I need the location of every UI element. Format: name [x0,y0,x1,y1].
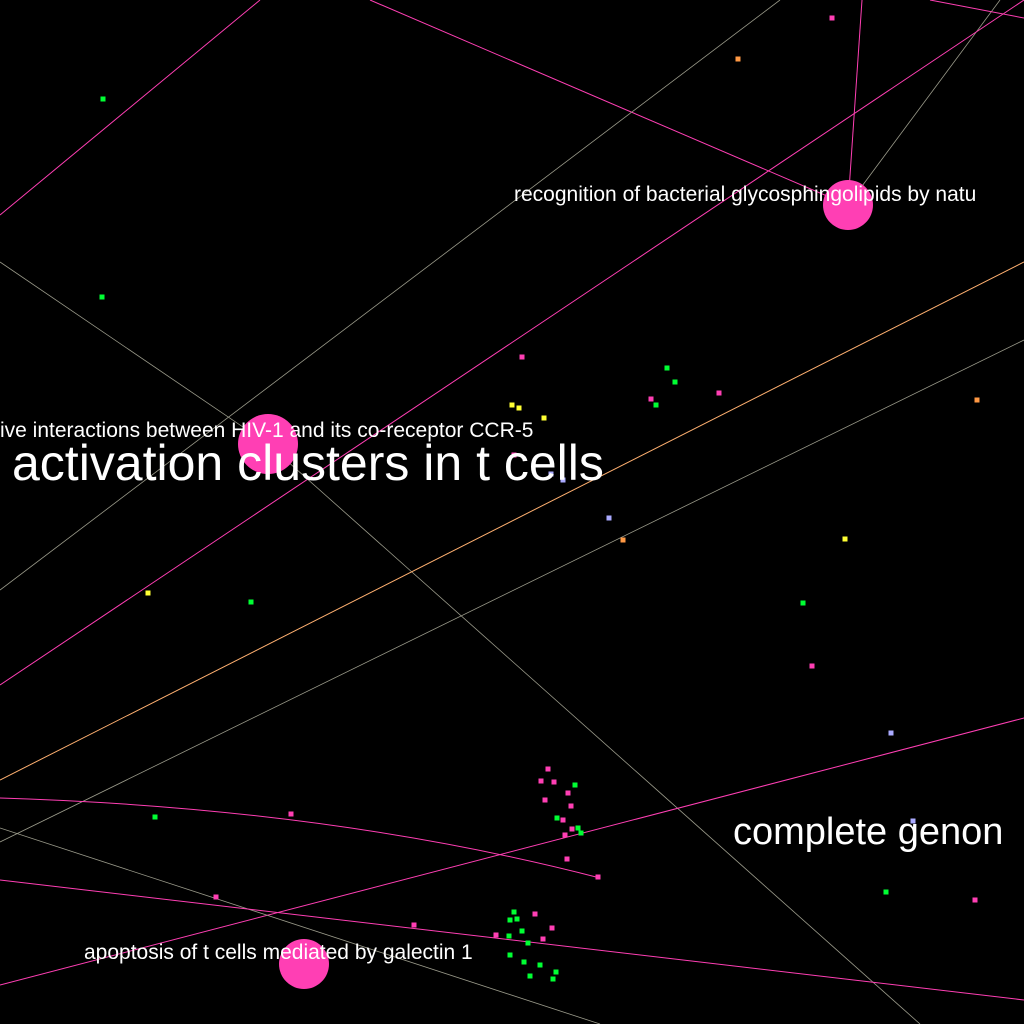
graph-node[interactable] [411,922,417,928]
graph-node[interactable] [554,815,560,821]
node-label-apoptosis[interactable]: apoptosis of t cells mediated by galecti… [84,941,473,964]
node-label-complete-genome[interactable]: complete genon [733,811,1004,853]
graph-node[interactable] [519,928,525,934]
graph-node[interactable] [507,917,513,923]
graph-node[interactable] [972,897,978,903]
graph-node[interactable] [565,790,571,796]
graph-node[interactable] [648,396,654,402]
graph-node[interactable] [809,663,815,669]
graph-edge [0,717,1024,986]
graph-node[interactable] [145,590,151,596]
graph-node[interactable] [545,766,551,772]
graph-node[interactable] [888,730,894,736]
graph-node[interactable] [519,354,525,360]
graph-node[interactable] [974,397,980,403]
graph-node[interactable] [595,874,601,880]
graph-node[interactable] [910,818,916,824]
graph-node[interactable] [511,452,517,458]
graph-node[interactable] [541,415,547,421]
graph-node[interactable] [606,515,612,521]
graph-node[interactable] [152,814,158,820]
graph-edge [0,797,601,879]
node-label-hiv-interactions[interactable]: ive interactions between HIV-1 and its c… [0,419,534,442]
graph-node[interactable] [549,925,555,931]
graph-edge [0,261,269,445]
graph-node[interactable] [569,826,575,832]
graph-node[interactable] [516,405,522,411]
graph-node[interactable] [493,932,499,938]
graph-edge [0,827,601,1024]
graph-edge [847,0,863,206]
graph-edge [929,0,1024,19]
graph-node[interactable] [829,15,835,21]
graph-node[interactable] [514,916,520,922]
graph-edge [0,339,1024,843]
node-label-activation-clusters[interactable]: activation clusters in t cells [12,435,604,491]
graph-node[interactable] [248,599,254,605]
graph-edge [267,443,921,1024]
graph-node[interactable] [100,96,106,102]
graph-edge [0,261,1024,781]
graph-node[interactable] [511,909,517,915]
graph-node[interactable] [653,402,659,408]
graph-node[interactable] [521,959,527,965]
graph-node[interactable] [288,811,294,817]
graph-node[interactable] [540,936,546,942]
graph-node[interactable] [548,471,554,477]
graph-node[interactable] [532,911,538,917]
graph-edge [0,0,261,216]
graph-edge [0,0,1024,686]
graph-edge [0,0,781,591]
graph-edge [369,0,849,206]
graph-node[interactable] [527,973,533,979]
graph-node[interactable] [538,778,544,784]
node-label-recognition[interactable]: recognition of bacterial glycosphingolip… [514,183,977,206]
graph-node[interactable] [507,952,513,958]
graph-node[interactable] [537,962,543,968]
hub-node-apoptosis[interactable] [279,939,329,989]
graph-node[interactable] [550,976,556,982]
graph-node[interactable] [560,477,566,483]
hub-node-recognition[interactable] [823,180,873,230]
graph-node[interactable] [575,825,581,831]
graph-node[interactable] [716,390,722,396]
graph-node[interactable] [578,830,584,836]
graph-node[interactable] [553,969,559,975]
graph-node[interactable] [735,56,741,62]
graph-node[interactable] [213,894,219,900]
graph-node[interactable] [562,832,568,838]
node-layer [99,15,980,982]
graph-node[interactable] [800,600,806,606]
graph-node[interactable] [564,856,570,862]
hub-node-hiv-interactions[interactable] [238,414,298,474]
graph-edge [0,879,1024,1001]
graph-edge [847,0,1001,206]
graph-node[interactable] [509,402,515,408]
graph-node[interactable] [672,379,678,385]
graph-node[interactable] [572,782,578,788]
graph-node[interactable] [99,294,105,300]
graph-node[interactable] [506,933,512,939]
graph-node[interactable] [568,803,574,809]
hub-layer [238,180,873,989]
graph-node[interactable] [883,889,889,895]
graph-node[interactable] [551,779,557,785]
graph-node[interactable] [620,537,626,543]
graph-node[interactable] [842,536,848,542]
graph-node[interactable] [542,797,548,803]
graph-node[interactable] [560,817,566,823]
graph-node[interactable] [525,940,531,946]
graph-node[interactable] [664,365,670,371]
